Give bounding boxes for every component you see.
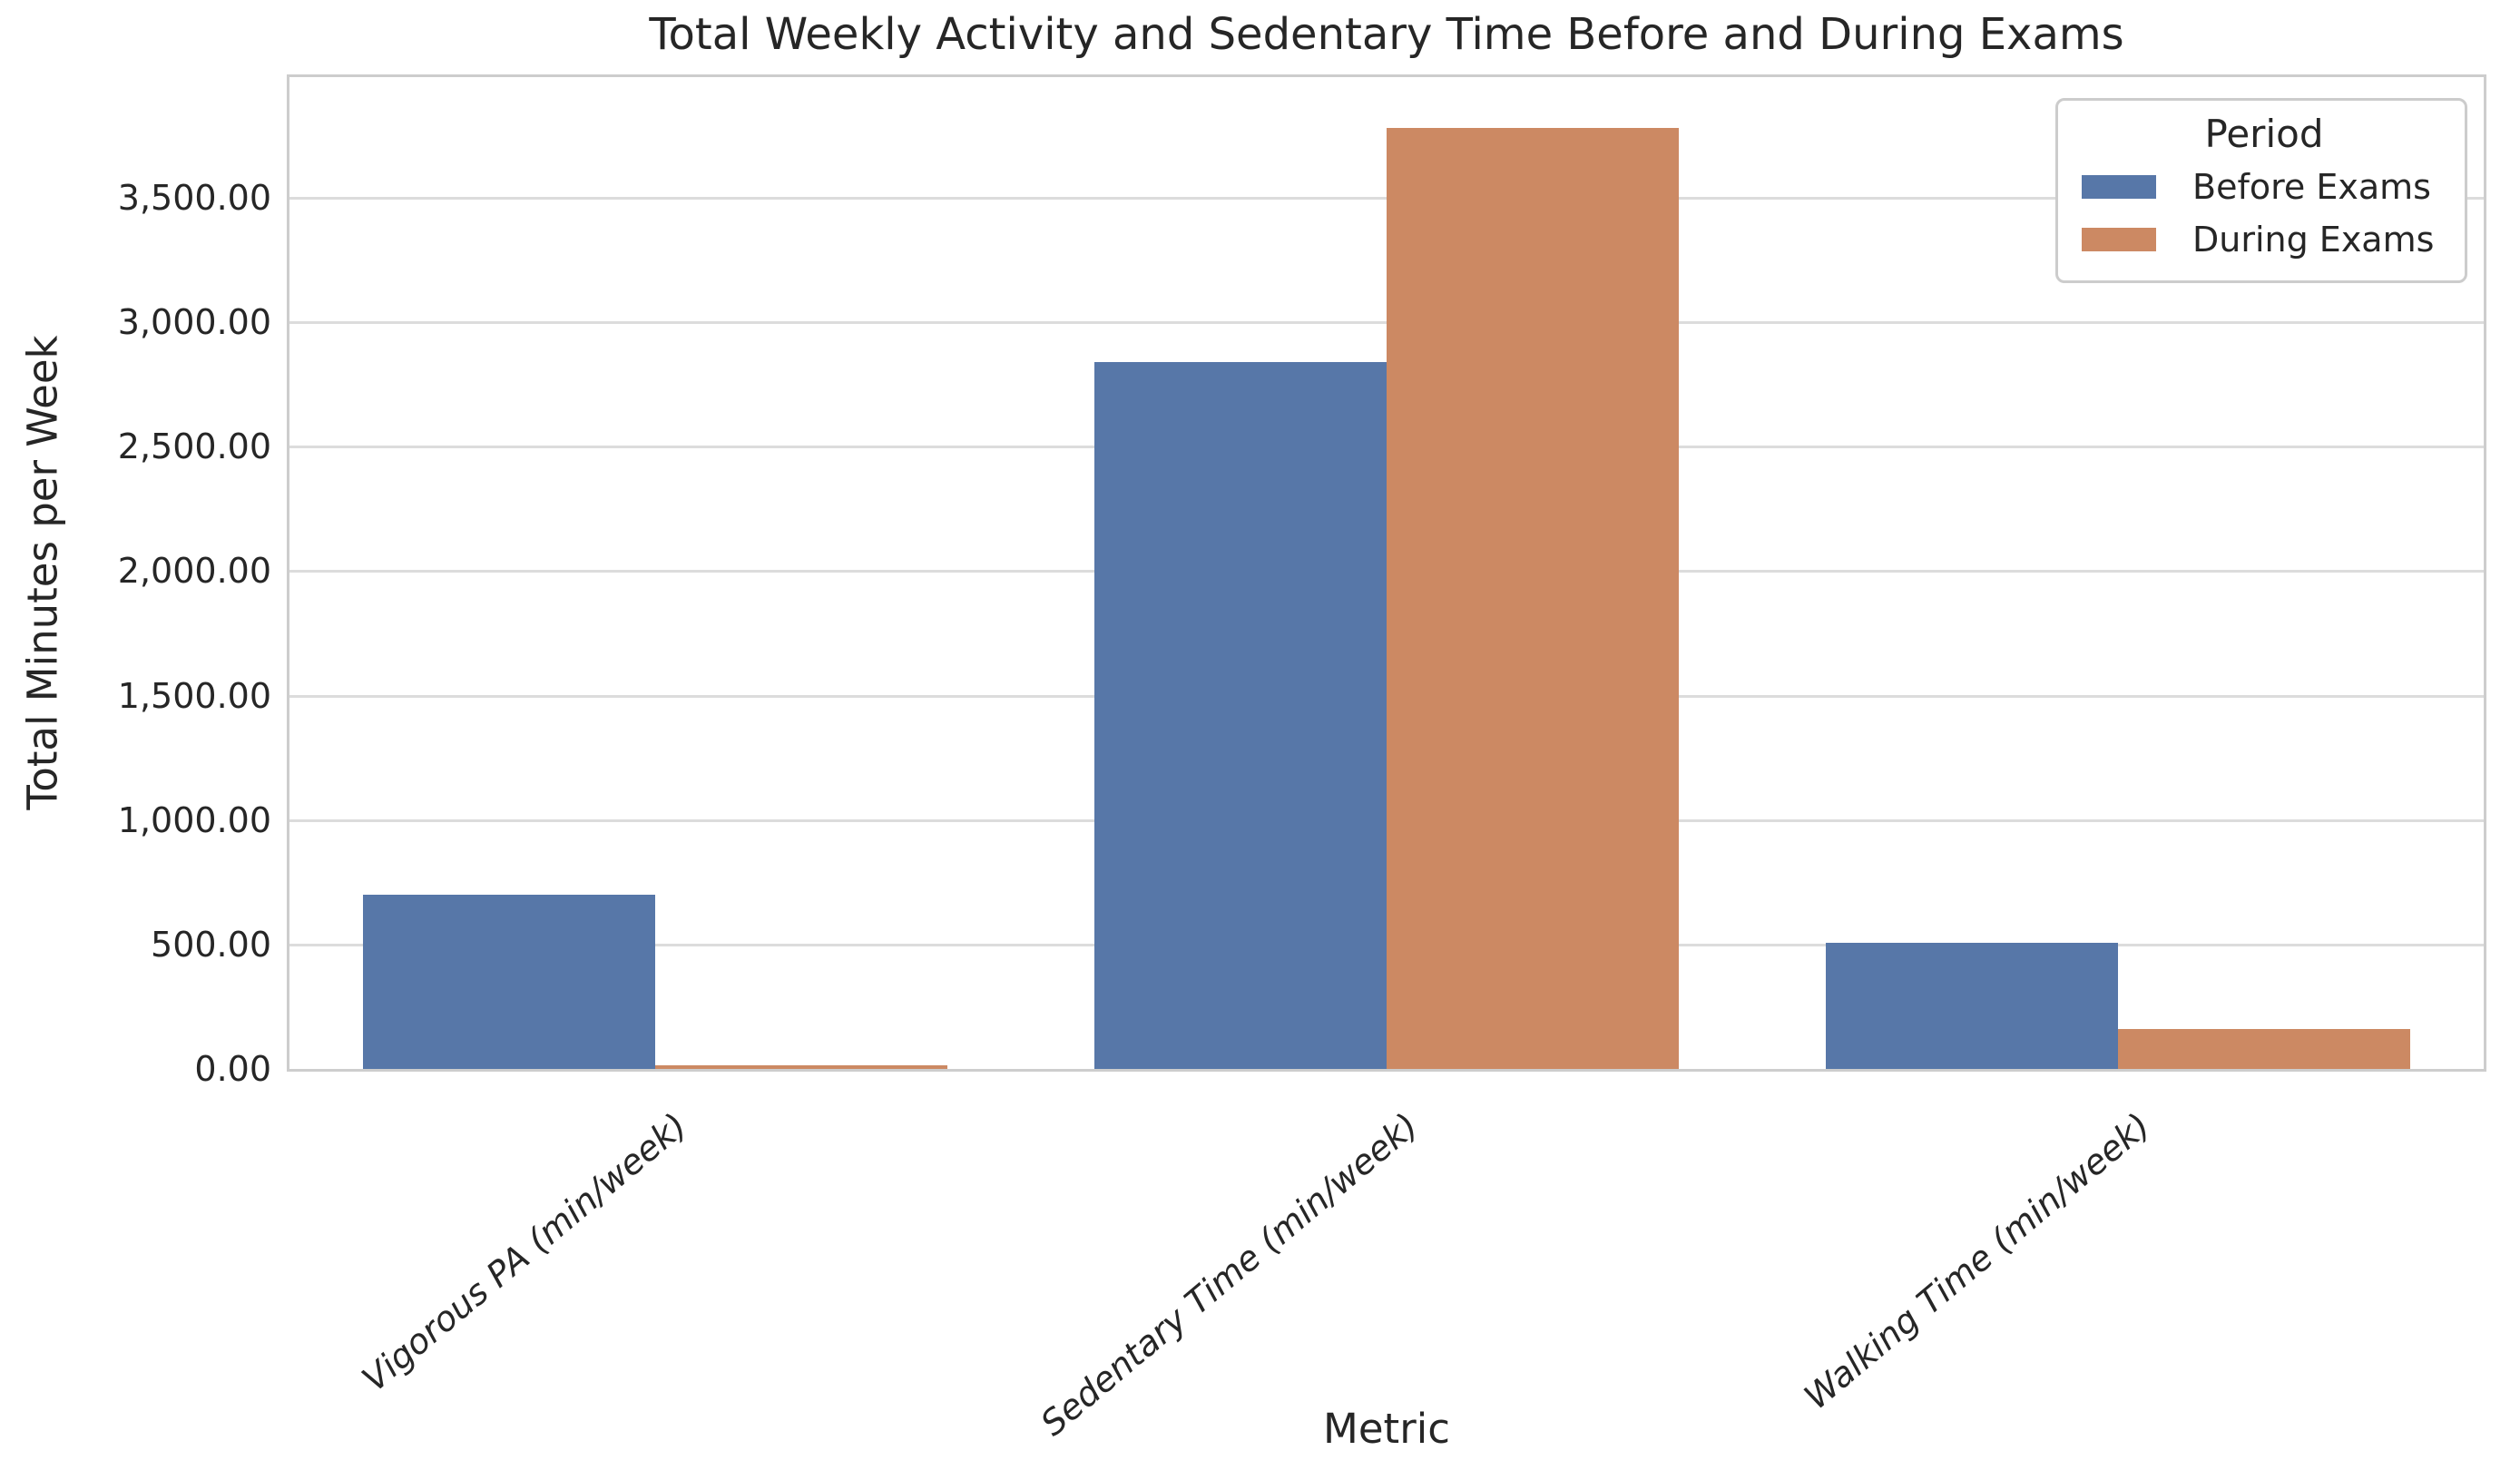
legend-item-during-exams: During Exams bbox=[2082, 220, 2446, 260]
legend-label-during-exams: During Exams bbox=[2192, 220, 2435, 260]
y-tick-label-2000: 2,000.00 bbox=[117, 551, 271, 591]
legend-title: Period bbox=[2204, 112, 2324, 156]
y-tick-label-3500: 3,500.00 bbox=[117, 178, 271, 218]
bar-before-exams-walking-time-min-week bbox=[1826, 943, 2118, 1069]
x-axis-label: Metric bbox=[1323, 1405, 1450, 1453]
legend-item-before-exams: Before Exams bbox=[2082, 167, 2446, 207]
bar-before-exams-sedentary-time-min-week bbox=[1094, 362, 1387, 1069]
bar-during-exams-walking-time-min-week bbox=[2118, 1029, 2410, 1069]
legend-swatch-during-exams bbox=[2082, 228, 2156, 251]
legend-label-before-exams: Before Exams bbox=[2192, 167, 2431, 207]
y-tick-label-3000: 3,000.00 bbox=[117, 302, 271, 342]
x-tick-label-vigorous-pa-min-week: Vigorous PA (min/week) bbox=[354, 1105, 695, 1400]
legend-swatch-before-exams bbox=[2082, 175, 2156, 199]
bar-during-exams-sedentary-time-min-week bbox=[1387, 128, 1679, 1069]
bar-during-exams-vigorous-pa-min-week bbox=[655, 1065, 947, 1069]
y-tick-label-0: 0.00 bbox=[194, 1049, 271, 1089]
legend: Period Before Exams During Exams bbox=[2055, 98, 2467, 283]
x-tick-label-walking-time-min-week: Walking Time (min/week) bbox=[1796, 1105, 2158, 1417]
y-tick-label-2500: 2,500.00 bbox=[117, 426, 271, 466]
y-tick-label-1000: 1,000.00 bbox=[117, 800, 271, 840]
y-tick-label-500: 500.00 bbox=[151, 925, 271, 965]
x-tick-label-sedentary-time-min-week: Sedentary Time (min/week) bbox=[1033, 1105, 1427, 1444]
y-tick-label-1500: 1,500.00 bbox=[117, 676, 271, 716]
bar-before-exams-vigorous-pa-min-week bbox=[363, 895, 655, 1069]
chart-title: Total Weekly Activity and Sedentary Time… bbox=[649, 9, 2124, 60]
